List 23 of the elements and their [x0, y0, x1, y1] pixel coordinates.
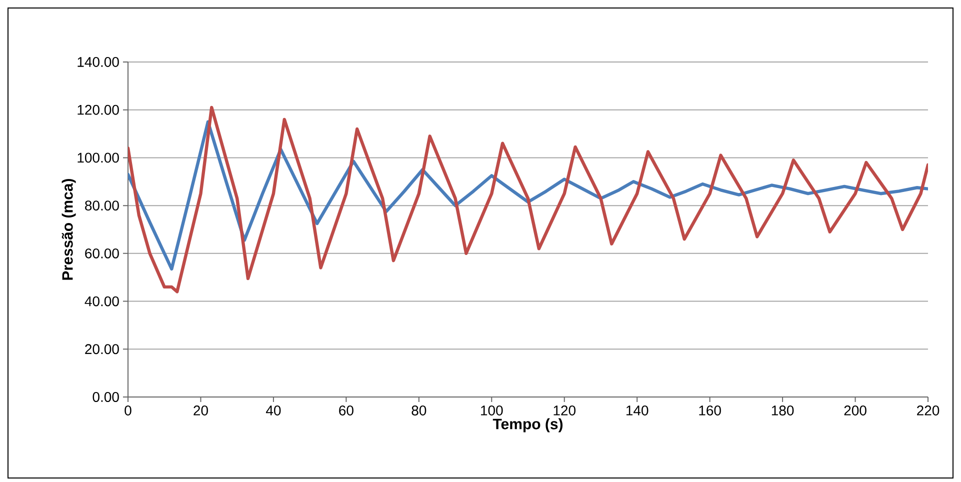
x-tick-label: 180 — [772, 406, 794, 416]
y-tick-label: 0.00 — [92, 392, 119, 402]
x-tick-label: 100 — [481, 406, 503, 416]
y-tick-label: 80.00 — [85, 200, 119, 211]
x-tick-label: 200 — [844, 406, 866, 416]
x-axis-title: Tempo (s) — [492, 418, 563, 432]
y-tick-label: 40.00 — [84, 296, 119, 306]
line-series — [128, 106, 928, 294]
x-tick-label: 60 — [339, 406, 354, 416]
x-tick-label: 140 — [626, 406, 648, 416]
x-tick-label: 80 — [412, 406, 426, 416]
x-tick-label: 120 — [554, 406, 576, 416]
y-tick-label: 100.00 — [78, 152, 119, 163]
y-tick-label: 20.00 — [85, 344, 119, 354]
x-tick-label: 40 — [266, 406, 281, 416]
x-tick-label: 220 — [917, 406, 940, 416]
y-tick-label: 140.00 — [78, 57, 119, 67]
y-axis-title: Pressão (mca) — [62, 178, 76, 280]
y-tick-label: 120.00 — [78, 104, 119, 115]
x-tick-label: 0 — [124, 406, 132, 416]
x-tick-label: 20 — [194, 406, 208, 416]
y-tick-label: 60.00 — [85, 248, 119, 258]
x-tick-label: 160 — [699, 406, 721, 416]
